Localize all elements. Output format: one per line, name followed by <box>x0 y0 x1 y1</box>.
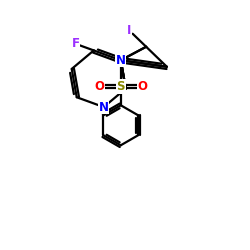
Text: F: F <box>72 37 80 50</box>
Text: N: N <box>99 100 109 114</box>
Text: O: O <box>94 80 104 93</box>
Text: I: I <box>127 24 132 37</box>
Text: N: N <box>116 54 126 67</box>
Text: S: S <box>116 80 125 93</box>
Text: O: O <box>138 80 147 93</box>
